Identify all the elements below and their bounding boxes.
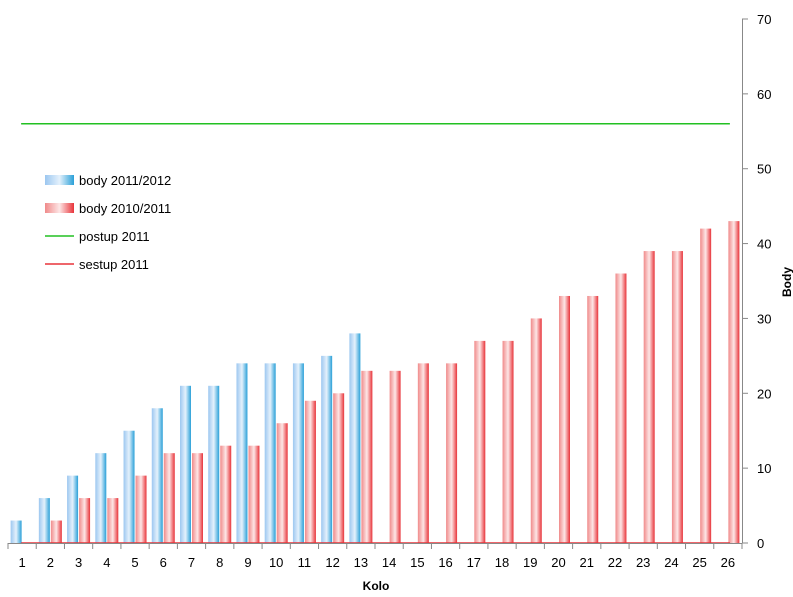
bar-body-2011-2012-kolo-7 xyxy=(180,385,191,543)
bar-body-2010-2011-kolo-11 xyxy=(304,400,316,543)
y-tick-label: 40 xyxy=(757,237,771,252)
x-tick-label: 1 xyxy=(18,555,25,570)
x-tick-label: 11 xyxy=(298,555,312,570)
x-tick-label: 18 xyxy=(495,555,509,570)
bar-body-2010-2011-kolo-20 xyxy=(559,295,570,543)
bar-body-2011-2012-kolo-2 xyxy=(38,498,50,543)
x-tick-label: 17 xyxy=(467,555,481,570)
bar-body-2011-2012-kolo-10 xyxy=(264,363,276,543)
y-tick-label: 50 xyxy=(757,162,771,177)
legend-label-body-2010-2011: body 2010/2011 xyxy=(79,201,171,216)
legend-label-postup-2011: postup 2011 xyxy=(79,229,150,244)
bar-body-2010-2011-kolo-10 xyxy=(276,423,288,543)
x-tick-label: 16 xyxy=(438,555,452,570)
bar-body-2010-2011-kolo-17 xyxy=(474,340,486,543)
x-tick-label: 13 xyxy=(354,555,368,570)
bar-body-2010-2011-kolo-14 xyxy=(389,370,401,543)
bar-body-2010-2011-kolo-6 xyxy=(163,453,175,543)
bar-body-2010-2011-kolo-3 xyxy=(79,498,91,543)
y-tick-label: 20 xyxy=(757,386,771,401)
bar-body-2010-2011-kolo-24 xyxy=(671,251,683,544)
bars-layer xyxy=(10,221,740,544)
bar-body-2011-2012-kolo-8 xyxy=(208,385,220,543)
x-tick-label: 23 xyxy=(636,555,650,570)
bar-body-2010-2011-kolo-19 xyxy=(530,318,542,543)
x-tick-label: 9 xyxy=(244,555,251,570)
x-tick-label: 2 xyxy=(47,555,54,570)
x-tick-label: 20 xyxy=(551,555,565,570)
bar-body-2010-2011-kolo-12 xyxy=(333,393,345,543)
bar-body-2010-2011-kolo-26 xyxy=(728,221,740,543)
legend: body 2011/2012 body 2010/2011 postup 2011 s… xyxy=(45,173,171,272)
x-tick-label: 19 xyxy=(523,555,537,570)
y-tick-label: 10 xyxy=(757,461,771,476)
bar-body-2010-2011-kolo-22 xyxy=(615,273,627,543)
bar-body-2010-2011-kolo-18 xyxy=(502,340,514,543)
y-axis-title: Body xyxy=(780,267,793,297)
bar-body-2011-2012-kolo-3 xyxy=(67,475,79,543)
x-tick-label: 21 xyxy=(579,555,593,570)
bar-body-2010-2011-kolo-25 xyxy=(700,228,712,543)
bar-body-2010-2011-kolo-2 xyxy=(50,520,62,543)
x-tick-label: 24 xyxy=(664,555,678,570)
legend-label-body-2011-2012: body 2011/2012 xyxy=(79,173,171,188)
x-tick-label: 7 xyxy=(188,555,195,570)
bar-body-2011-2012-kolo-9 xyxy=(236,363,248,543)
legend-swatch-body-2010-2011 xyxy=(45,203,74,213)
bar-body-2010-2011-kolo-16 xyxy=(446,363,458,543)
y-tick-label: 30 xyxy=(757,311,771,326)
y-tick-label: 70 xyxy=(757,12,771,27)
x-tick-label: 22 xyxy=(608,555,622,570)
bar-body-2011-2012-kolo-6 xyxy=(151,408,163,543)
x-axis-title: Kolo xyxy=(363,579,390,592)
bar-body-2010-2011-kolo-7 xyxy=(192,453,203,543)
bar-body-2010-2011-kolo-21 xyxy=(587,295,599,543)
x-tick-label: 8 xyxy=(216,555,223,570)
x-tick-label: 4 xyxy=(103,555,110,570)
x-tick-label: 10 xyxy=(269,555,283,570)
x-tick-label: 5 xyxy=(131,555,138,570)
axes-layer: 1 2 3 4 5 6 7 8 9 10 11 12 13 14 15 16 17 18 19 20 21 22 23 24 2… xyxy=(7,12,771,570)
bar-body-2010-2011-kolo-15 xyxy=(417,363,429,543)
bar-body-2010-2011-kolo-5 xyxy=(135,475,147,543)
bar-body-2011-2012-kolo-4 xyxy=(95,453,107,543)
y-tick-label: 60 xyxy=(757,87,771,102)
bar-body-2011-2012-kolo-11 xyxy=(292,363,304,543)
bar-body-2011-2012-kolo-12 xyxy=(321,355,333,543)
bar-body-2011-2012-kolo-5 xyxy=(123,430,135,543)
bar-body-2010-2011-kolo-8 xyxy=(220,445,232,543)
x-tick-label: 12 xyxy=(325,555,339,570)
x-tick-label: 6 xyxy=(160,555,167,570)
bar-body-2011-2012-kolo-13 xyxy=(349,333,361,543)
legend-label-sestup-2011: sestup 2011 xyxy=(79,257,149,272)
bar-body-2010-2011-kolo-13 xyxy=(361,370,373,543)
x-tick-label: 15 xyxy=(410,555,424,570)
bar-body-2010-2011-kolo-23 xyxy=(643,251,655,544)
x-tick-label: 25 xyxy=(692,555,706,570)
bar-body-2010-2011-kolo-9 xyxy=(248,445,260,543)
legend-swatch-body-2011-2012 xyxy=(45,175,74,185)
x-tick-label: 14 xyxy=(382,555,396,570)
bar-body-2010-2011-kolo-4 xyxy=(107,498,119,543)
x-tick-label: 26 xyxy=(721,555,735,570)
bar-body-2011-2012-kolo-1 xyxy=(10,520,22,543)
y-tick-label: 0 xyxy=(757,536,764,551)
x-tick-label: 3 xyxy=(75,555,82,570)
